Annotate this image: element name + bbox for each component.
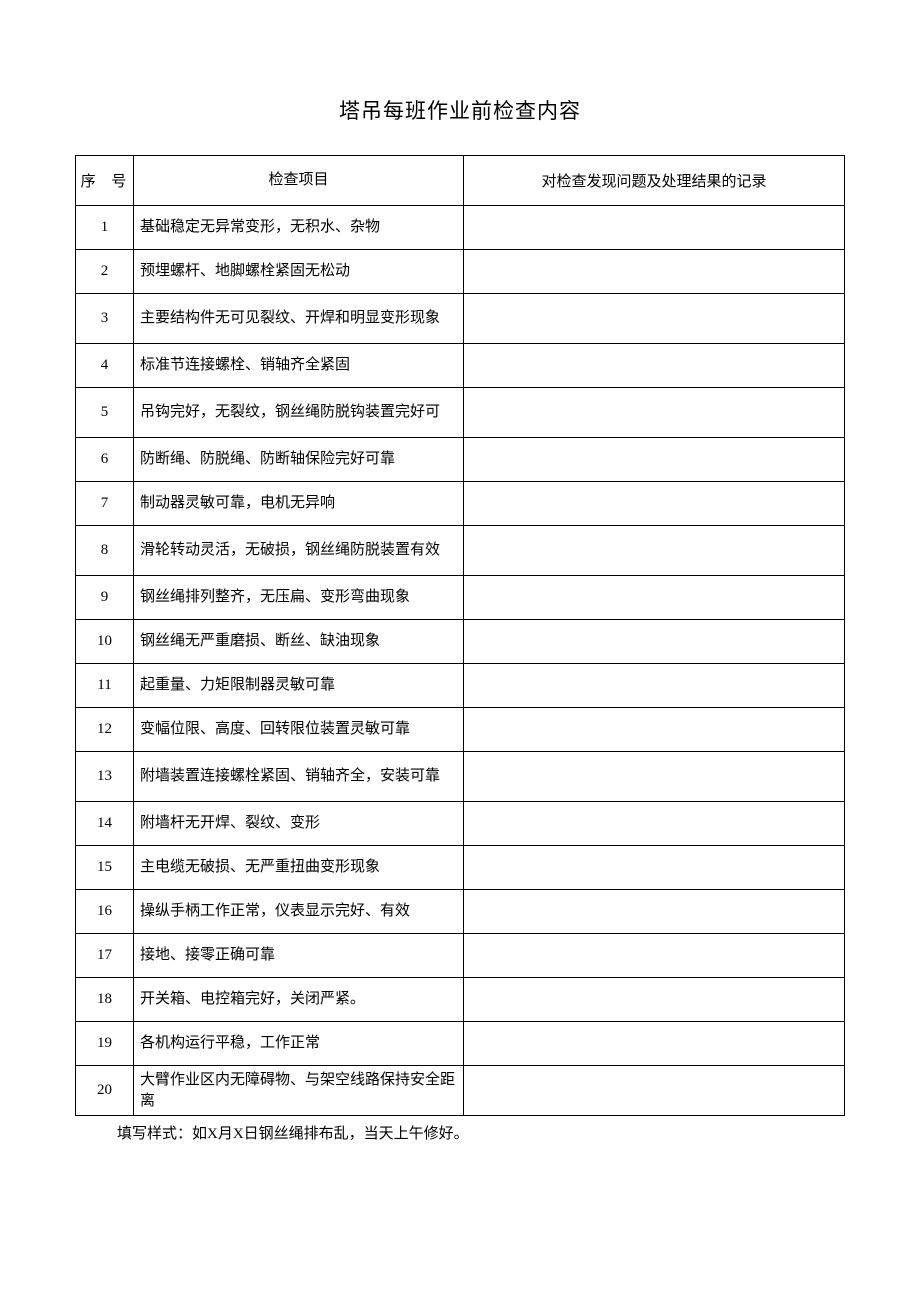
table-row: 7制动器灵敏可靠，电机无异响 bbox=[76, 482, 845, 526]
header-item: 检查项目 bbox=[134, 156, 464, 206]
cell-record bbox=[464, 802, 845, 846]
cell-num: 2 bbox=[76, 250, 134, 294]
cell-item: 钢丝绳无严重磨损、断丝、缺油现象 bbox=[134, 620, 464, 664]
cell-item: 主要结构件无可见裂纹、开焊和明显变形现象 bbox=[134, 294, 464, 344]
cell-item: 附墙装置连接螺栓紧固、销轴齐全，安装可靠 bbox=[134, 752, 464, 802]
cell-num: 12 bbox=[76, 708, 134, 752]
cell-item: 操纵手柄工作正常，仪表显示完好、有效 bbox=[134, 890, 464, 934]
cell-num: 3 bbox=[76, 294, 134, 344]
cell-item: 开关箱、电控箱完好，关闭严紧。 bbox=[134, 978, 464, 1022]
cell-num: 1 bbox=[76, 206, 134, 250]
table-header-row: 序 号 检查项目 对检查发现问题及处理结果的记录 bbox=[76, 156, 845, 206]
table-row: 1基础稳定无异常变形，无积水、杂物 bbox=[76, 206, 845, 250]
cell-item: 主电缆无破损、无严重扭曲变形现象 bbox=[134, 846, 464, 890]
cell-record bbox=[464, 438, 845, 482]
cell-item: 基础稳定无异常变形，无积水、杂物 bbox=[134, 206, 464, 250]
cell-record bbox=[464, 344, 845, 388]
table-row: 3主要结构件无可见裂纹、开焊和明显变形现象 bbox=[76, 294, 845, 344]
cell-item: 滑轮转动灵活，无破损，钢丝绳防脱装置有效 bbox=[134, 526, 464, 576]
table-row: 16操纵手柄工作正常，仪表显示完好、有效 bbox=[76, 890, 845, 934]
cell-num: 20 bbox=[76, 1066, 134, 1116]
cell-num: 5 bbox=[76, 388, 134, 438]
cell-num: 16 bbox=[76, 890, 134, 934]
cell-num: 10 bbox=[76, 620, 134, 664]
cell-num: 13 bbox=[76, 752, 134, 802]
table-row: 17接地、接零正确可靠 bbox=[76, 934, 845, 978]
cell-num: 17 bbox=[76, 934, 134, 978]
table-row: 12变幅位限、高度、回转限位装置灵敏可靠 bbox=[76, 708, 845, 752]
cell-item: 附墙杆无开焊、裂纹、变形 bbox=[134, 802, 464, 846]
cell-record bbox=[464, 294, 845, 344]
table-row: 18开关箱、电控箱完好，关闭严紧。 bbox=[76, 978, 845, 1022]
cell-num: 14 bbox=[76, 802, 134, 846]
cell-num: 4 bbox=[76, 344, 134, 388]
cell-item: 制动器灵敏可靠，电机无异响 bbox=[134, 482, 464, 526]
cell-num: 9 bbox=[76, 576, 134, 620]
cell-record bbox=[464, 664, 845, 708]
table-row: 8滑轮转动灵活，无破损，钢丝绳防脱装置有效 bbox=[76, 526, 845, 576]
page-title: 塔吊每班作业前检查内容 bbox=[75, 95, 845, 125]
table-row: 15主电缆无破损、无严重扭曲变形现象 bbox=[76, 846, 845, 890]
cell-num: 8 bbox=[76, 526, 134, 576]
table-row: 14附墙杆无开焊、裂纹、变形 bbox=[76, 802, 845, 846]
cell-num: 18 bbox=[76, 978, 134, 1022]
table-row: 19各机构运行平稳，工作正常 bbox=[76, 1022, 845, 1066]
cell-record bbox=[464, 576, 845, 620]
table-row: 13 附墙装置连接螺栓紧固、销轴齐全，安装可靠 bbox=[76, 752, 845, 802]
cell-num: 7 bbox=[76, 482, 134, 526]
cell-record bbox=[464, 752, 845, 802]
table-row: 5吊钩完好，无裂纹，钢丝绳防脱钩装置完好可 bbox=[76, 388, 845, 438]
cell-record bbox=[464, 978, 845, 1022]
cell-num: 15 bbox=[76, 846, 134, 890]
cell-record bbox=[464, 250, 845, 294]
header-num: 序 号 bbox=[76, 156, 134, 206]
table-row: 2预埋螺杆、地脚螺栓紧固无松动 bbox=[76, 250, 845, 294]
cell-item: 起重量、力矩限制器灵敏可靠 bbox=[134, 664, 464, 708]
cell-record bbox=[464, 620, 845, 664]
cell-item: 钢丝绳排列整齐，无压扁、变形弯曲现象 bbox=[134, 576, 464, 620]
cell-item: 吊钩完好，无裂纹，钢丝绳防脱钩装置完好可 bbox=[134, 388, 464, 438]
cell-item: 防断绳、防脱绳、防断轴保险完好可靠 bbox=[134, 438, 464, 482]
table-row: 4标准节连接螺栓、销轴齐全紧固 bbox=[76, 344, 845, 388]
table-row: 10钢丝绳无严重磨损、断丝、缺油现象 bbox=[76, 620, 845, 664]
cell-record bbox=[464, 526, 845, 576]
cell-record bbox=[464, 482, 845, 526]
cell-item: 各机构运行平稳，工作正常 bbox=[134, 1022, 464, 1066]
cell-item: 预埋螺杆、地脚螺栓紧固无松动 bbox=[134, 250, 464, 294]
footnote: 填写样式：如X月X日钢丝绳排布乱，当天上午修好。 bbox=[75, 1122, 845, 1143]
cell-num: 6 bbox=[76, 438, 134, 482]
cell-record bbox=[464, 1022, 845, 1066]
cell-record bbox=[464, 388, 845, 438]
cell-item: 变幅位限、高度、回转限位装置灵敏可靠 bbox=[134, 708, 464, 752]
cell-record bbox=[464, 934, 845, 978]
table-row: 20大臂作业区内无障碍物、与架空线路保持安全距离 bbox=[76, 1066, 845, 1116]
cell-record bbox=[464, 1066, 845, 1116]
header-record: 对检查发现问题及处理结果的记录 bbox=[464, 156, 845, 206]
cell-num: 11 bbox=[76, 664, 134, 708]
cell-item: 接地、接零正确可靠 bbox=[134, 934, 464, 978]
cell-num: 19 bbox=[76, 1022, 134, 1066]
inspection-table: 序 号 检查项目 对检查发现问题及处理结果的记录 1基础稳定无异常变形，无积水、… bbox=[75, 155, 845, 1116]
cell-record bbox=[464, 206, 845, 250]
cell-record bbox=[464, 708, 845, 752]
cell-record bbox=[464, 846, 845, 890]
cell-item: 标准节连接螺栓、销轴齐全紧固 bbox=[134, 344, 464, 388]
cell-record bbox=[464, 890, 845, 934]
table-row: 11起重量、力矩限制器灵敏可靠 bbox=[76, 664, 845, 708]
table-row: 6防断绳、防脱绳、防断轴保险完好可靠 bbox=[76, 438, 845, 482]
cell-item: 大臂作业区内无障碍物、与架空线路保持安全距离 bbox=[134, 1066, 464, 1116]
table-row: 9钢丝绳排列整齐，无压扁、变形弯曲现象 bbox=[76, 576, 845, 620]
